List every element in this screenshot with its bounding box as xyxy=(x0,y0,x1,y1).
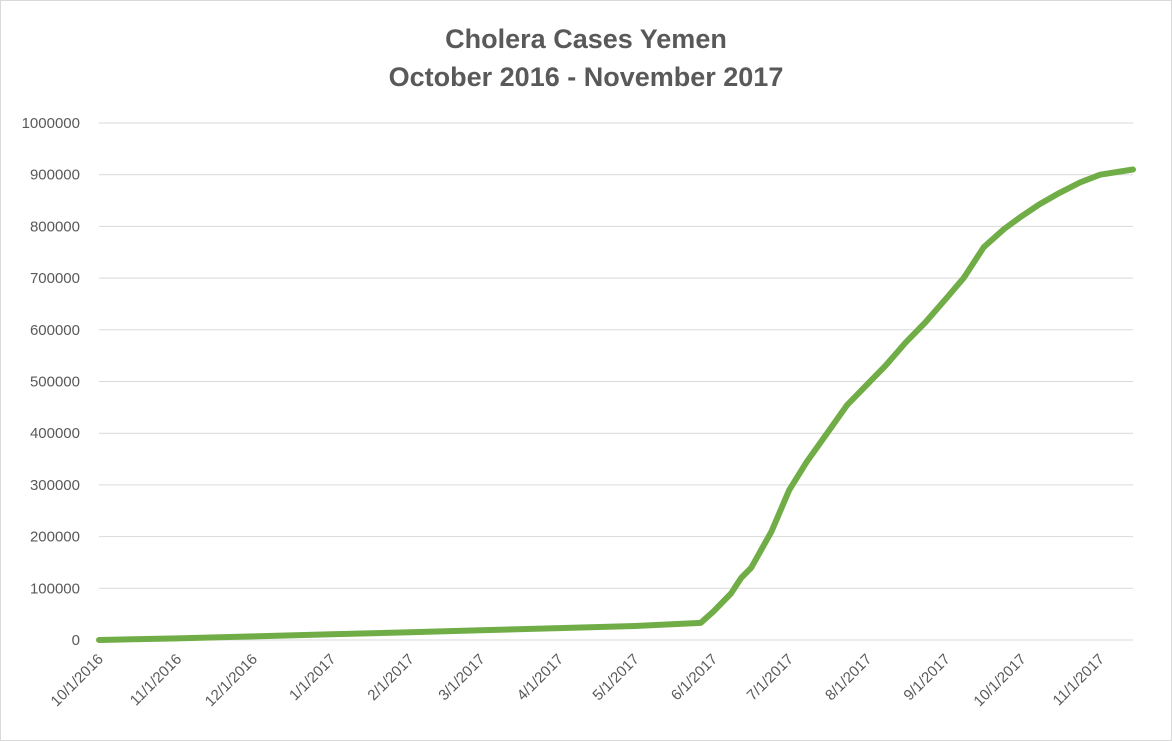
data-point xyxy=(825,432,829,435)
y-tick-label: 900000 xyxy=(30,167,80,184)
data-point xyxy=(479,628,482,632)
data-point xyxy=(176,637,179,640)
chart-subtitle: October 2016 - November 2017 xyxy=(388,62,784,92)
x-tick-label: 1/1/2017 xyxy=(286,651,339,704)
x-tick-label: 6/1/2017 xyxy=(668,651,721,704)
x-tick-label: 5/1/2017 xyxy=(589,651,642,704)
data-point xyxy=(97,638,101,642)
y-tick-label: 800000 xyxy=(30,218,80,235)
series-layer xyxy=(96,166,1136,643)
data-point xyxy=(846,403,849,406)
gridlines xyxy=(99,122,1133,641)
data-point xyxy=(787,488,791,492)
x-tick-label: 12/1/2016 xyxy=(202,651,261,710)
x-tick-label: 11/1/2016 xyxy=(127,651,185,709)
data-point xyxy=(633,624,637,628)
data-point xyxy=(252,635,255,638)
data-point xyxy=(1038,202,1041,206)
data-point xyxy=(1131,168,1135,171)
data-point xyxy=(904,341,907,344)
chart-title: Cholera Cases Yemen xyxy=(445,24,727,54)
x-tick-label: 11/1/2017 xyxy=(1050,651,1108,709)
x-tick-label: 10/1/2016 xyxy=(48,651,107,710)
x-tick-label: 9/1/2017 xyxy=(900,651,953,704)
data-point xyxy=(1058,191,1061,194)
y-tick-label: 300000 xyxy=(30,477,80,494)
data-point xyxy=(805,460,809,463)
data-point xyxy=(330,633,333,636)
data-point xyxy=(1002,227,1006,231)
x-tick-label: 7/1/2017 xyxy=(744,651,797,704)
y-tick-label: 500000 xyxy=(30,374,80,391)
y-tick-label: 1000000 xyxy=(22,115,80,132)
y-tick-label: 0 xyxy=(72,632,80,649)
x-tick-label: 10/1/2017 xyxy=(970,651,1029,710)
y-tick-label: 700000 xyxy=(30,270,80,287)
x-tick-label: 8/1/2017 xyxy=(822,651,875,704)
data-point xyxy=(712,610,715,613)
chart-title-block: Cholera Cases Yemen October 2016 - Novem… xyxy=(0,20,1172,96)
x-tick-label: 2/1/2017 xyxy=(364,651,417,704)
data-point xyxy=(982,245,986,249)
data-point xyxy=(699,621,702,625)
data-point xyxy=(884,364,887,368)
series-line-cholera-cases xyxy=(96,166,1136,643)
data-point xyxy=(1078,181,1082,184)
y-tick-label: 600000 xyxy=(30,322,80,339)
y-tick-label: 200000 xyxy=(30,529,80,546)
data-point xyxy=(962,276,965,280)
y-axis-tick-labels: 0 100000 200000 300000 400000 500000 600000 700… xyxy=(22,115,80,649)
x-tick-label: 4/1/2017 xyxy=(514,651,567,704)
y-tick-label: 400000 xyxy=(30,425,80,442)
data-point xyxy=(750,566,753,569)
data-point xyxy=(1020,214,1023,218)
data-point xyxy=(866,382,869,386)
x-tick-label: 3/1/2017 xyxy=(435,651,488,704)
x-axis-tick-labels: 10/1/2016 11/1/2016 12/1/2016 1/1/2017 2/1/2… xyxy=(48,651,1108,710)
data-point xyxy=(557,626,561,630)
data-point xyxy=(770,530,773,533)
data-point xyxy=(1098,173,1102,176)
data-point xyxy=(408,631,412,634)
data-point xyxy=(739,576,743,580)
data-point xyxy=(944,297,948,300)
data-point xyxy=(729,592,733,595)
y-tick-label: 100000 xyxy=(30,580,80,597)
data-point xyxy=(924,320,927,324)
